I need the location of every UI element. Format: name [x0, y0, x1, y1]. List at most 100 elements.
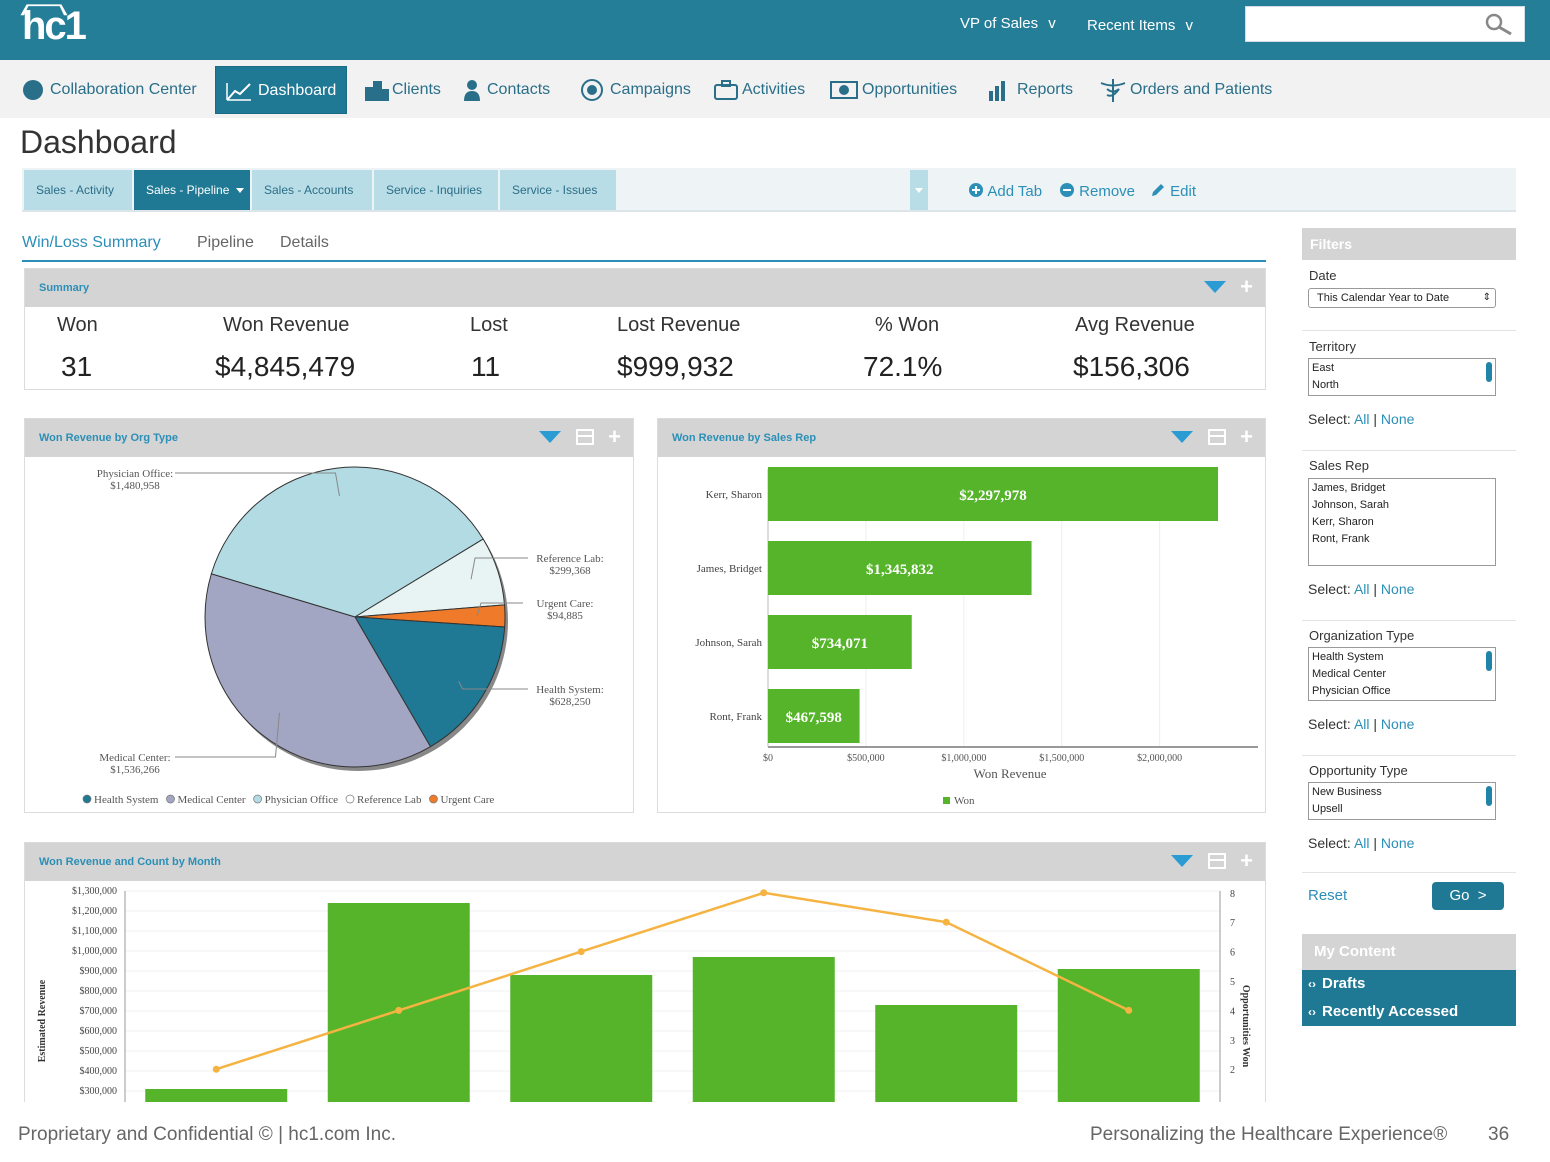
pie-leader-line	[175, 712, 280, 758]
list-option[interactable]: Kerr, Sharon	[1312, 516, 1374, 528]
org-type-listbox[interactable]: Health System Medical Center Physician O…	[1308, 647, 1496, 701]
y-tick-label: $1,100,000	[72, 926, 117, 937]
nav-orders-and-patients[interactable]: Orders and Patients	[1100, 66, 1272, 114]
tab-service-issues[interactable]: Service - Issues	[500, 170, 616, 210]
list-option[interactable]: Ront, Frank	[1312, 533, 1370, 545]
edit-tab-button[interactable]: Edit	[1150, 182, 1196, 200]
search-icon[interactable]	[1484, 13, 1514, 37]
scrollbar[interactable]	[1486, 651, 1492, 671]
bar	[692, 957, 835, 1102]
nav-campaigns[interactable]: Campaigns	[580, 66, 691, 114]
subtab-pipeline[interactable]: Pipeline	[197, 234, 254, 251]
megaphone-icon	[581, 78, 603, 101]
select-none-link[interactable]: None	[1380, 835, 1415, 851]
panel-title: Won Revenue by Org Type	[39, 432, 178, 444]
opportunity-type-listbox[interactable]: New Business Upsell	[1308, 782, 1496, 820]
tab-sales-pipeline[interactable]: Sales - Pipeline	[134, 170, 250, 210]
table-view-icon[interactable]	[1207, 853, 1226, 869]
metric-label: Won Revenue	[223, 314, 350, 336]
logo[interactable]: hc1	[22, 4, 87, 48]
remove-tab-button[interactable]: Remove	[1059, 182, 1135, 200]
role-menu-caret: v	[1048, 15, 1056, 32]
bar-data-label: $1,345,832	[866, 562, 934, 578]
list-option[interactable]: East	[1312, 362, 1335, 374]
nav-opportunities[interactable]: Opportunities	[830, 66, 957, 114]
add-icon[interactable]: +	[1240, 274, 1253, 299]
date-select[interactable]: This Calendar Year to Date ⇕	[1308, 288, 1496, 308]
list-option[interactable]: Health System	[1312, 651, 1384, 663]
select-all-link[interactable]: All	[1353, 835, 1370, 851]
select-label: Select:	[1308, 411, 1351, 427]
sales-rep-listbox[interactable]: James, Bridget Johnson, Sarah Kerr, Shar…	[1308, 478, 1496, 566]
territory-listbox[interactable]: East North	[1308, 358, 1496, 396]
y2-tick-label: 6	[1230, 948, 1235, 959]
more-tabs-button[interactable]	[910, 170, 928, 210]
subtab-win-loss-summary[interactable]: Win/Loss Summary	[22, 234, 161, 251]
footer-tagline: Personalizing the Healthcare Experience®	[1090, 1124, 1448, 1145]
divider	[1302, 620, 1516, 621]
tab-sales-activity[interactable]: Sales - Activity	[24, 170, 132, 210]
add-icon[interactable]: +	[1240, 424, 1253, 449]
select-all-link[interactable]: All	[1353, 411, 1370, 427]
list-option[interactable]: Physician Office	[1312, 685, 1391, 697]
list-option[interactable]: James, Bridget	[1312, 482, 1386, 494]
go-button[interactable]: Go >	[1432, 882, 1504, 910]
reset-link[interactable]: Reset	[1308, 887, 1348, 904]
recent-items-menu[interactable]: Recent Items v	[1087, 17, 1193, 34]
nav-clients[interactable]: Clients	[364, 66, 441, 114]
expand-icon: ‹›	[1308, 1005, 1316, 1019]
bar-chart-icon	[989, 80, 1005, 101]
select-none-link[interactable]: None	[1380, 716, 1415, 732]
select-all-link[interactable]: All	[1353, 581, 1370, 597]
filters-title: Filters	[1302, 228, 1516, 260]
select-none-link[interactable]: None	[1380, 411, 1415, 427]
divider	[1302, 755, 1516, 756]
legend-entry: Health System	[94, 794, 159, 806]
x-tick-label: $1,500,000	[1039, 753, 1084, 764]
minus-circle-icon	[1060, 183, 1074, 197]
collapse-triangle-icon[interactable]	[539, 431, 562, 443]
pie-slice-label: Reference Lab:	[536, 553, 603, 565]
drafts-item[interactable]: ‹› Drafts	[1302, 970, 1516, 998]
table-view-icon[interactable]	[575, 429, 594, 445]
y-tick-label: $1,200,000	[72, 906, 117, 917]
select-none-link[interactable]: None	[1380, 581, 1415, 597]
nav-activities[interactable]: Activities	[714, 66, 805, 114]
tab-service-inquiries[interactable]: Service - Inquiries	[374, 170, 498, 210]
add-tab-button[interactable]: Add Tab	[968, 182, 1042, 200]
list-option[interactable]: Upsell	[1312, 803, 1343, 815]
recent-items-caret: v	[1185, 17, 1194, 34]
month-combo-chart: $1,300,000 $1,200,000 $1,100,000 $1,000,000…	[37, 886, 1251, 1102]
collapse-triangle-icon[interactable]	[1203, 281, 1226, 293]
pie-chart: Physician Office:$1,480,958 Reference Lab…	[82, 466, 604, 806]
series-line	[215, 891, 1130, 1071]
recently-accessed-item[interactable]: ‹› Recently Accessed	[1302, 998, 1516, 1026]
bar-data-label: $467,598	[786, 710, 842, 726]
add-icon[interactable]: +	[1240, 848, 1253, 873]
legend-marker	[82, 794, 92, 804]
nav-dashboard[interactable]: Dashboard	[215, 66, 348, 114]
scrollbar[interactable]	[1486, 362, 1492, 382]
nav-label: Reports	[1017, 81, 1074, 98]
divider	[1302, 872, 1516, 873]
list-option[interactable]: New Business	[1312, 786, 1382, 798]
nav-contacts[interactable]: Contacts	[463, 66, 550, 114]
category-label: Ront, Frank	[709, 711, 762, 723]
search-box	[1245, 6, 1525, 42]
scrollbar[interactable]	[1486, 786, 1492, 806]
nav-collaboration-center[interactable]: Collaboration Center	[22, 66, 197, 114]
tab-sales-accounts[interactable]: Sales - Accounts	[252, 170, 372, 210]
collapse-triangle-icon[interactable]	[1171, 855, 1194, 867]
nav-reports[interactable]: Reports	[987, 66, 1073, 114]
add-icon[interactable]: +	[608, 424, 621, 449]
role-menu[interactable]: VP of Sales v	[960, 15, 1056, 32]
select-all-link[interactable]: All	[1353, 716, 1370, 732]
table-view-icon[interactable]	[1207, 429, 1226, 445]
list-option[interactable]: Medical Center	[1312, 668, 1386, 680]
search-input[interactable]	[1246, 7, 1476, 41]
subtab-details[interactable]: Details	[280, 234, 329, 251]
collapse-triangle-icon[interactable]	[1171, 431, 1194, 443]
nav-label: Opportunities	[862, 81, 958, 98]
list-option[interactable]: Johnson, Sarah	[1312, 499, 1390, 511]
list-option[interactable]: North	[1312, 379, 1339, 391]
